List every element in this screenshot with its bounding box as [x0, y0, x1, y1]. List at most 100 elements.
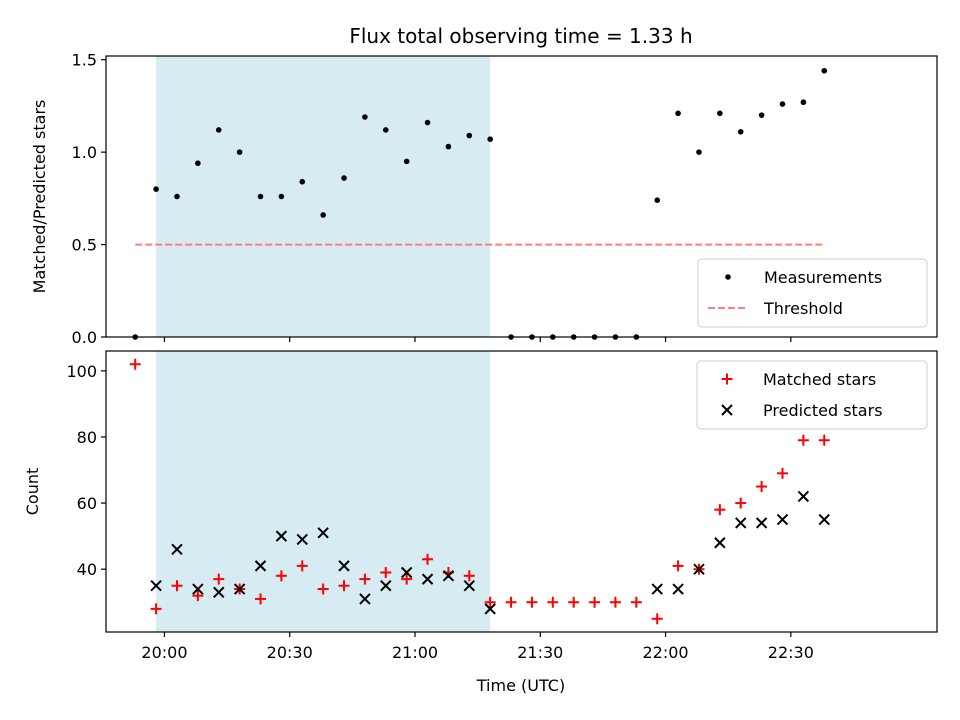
matched-star-point: [275, 570, 287, 582]
measurement-point: [758, 112, 765, 118]
predicted-star-point: [192, 583, 204, 595]
x-stroke-b: [818, 513, 830, 526]
predicted-star-point: [254, 560, 267, 572]
matched-star-point: [171, 580, 183, 592]
y-tick-label: 0.0: [72, 328, 97, 347]
matched-star-point: [547, 596, 559, 608]
predicted-star-point: [797, 490, 810, 503]
measurement-point: [320, 212, 326, 218]
legend-label: Predicted stars: [763, 401, 883, 420]
y-axis-label: Matched/Predicted stars: [30, 100, 49, 294]
measurement-point: [445, 143, 452, 150]
measurement-point: [278, 193, 285, 200]
x-stroke-b: [672, 583, 684, 595]
x-stroke-b: [735, 517, 747, 529]
matched-star-point: [359, 573, 371, 585]
measurement-point: [341, 175, 347, 181]
x-stroke-b: [192, 583, 204, 595]
predicted-star-point: [755, 517, 768, 529]
x-tick-label: 20:30: [267, 643, 313, 662]
predicted-star-point: [463, 580, 476, 592]
matched-star-point: [776, 467, 788, 479]
x-stroke-b: [776, 513, 789, 526]
matched-star-point: [714, 504, 726, 516]
legend-label: Measurements: [764, 268, 882, 287]
legend-box: [697, 258, 928, 328]
plot-frame: [105, 55, 938, 338]
predicted-star-point: [275, 530, 288, 542]
measurement-point: [675, 110, 681, 117]
measurement-point: [800, 99, 807, 106]
top-panel: 0.0 0.5 1.0 1.5 Matched/Predicted stars Measu…: [30, 51, 938, 347]
legend-box: [696, 360, 928, 430]
x-tick-label: 21:00: [392, 643, 438, 662]
measurement-point: [174, 193, 180, 200]
predicted-star-point: [818, 513, 830, 526]
x-stroke-b: [233, 583, 246, 595]
x-tick-label: 22:00: [643, 643, 689, 662]
shaded-span: [156, 56, 491, 337]
matched-star-point: [756, 481, 768, 493]
matched-star-point: [630, 596, 642, 608]
x-stroke-b: [693, 563, 705, 575]
matched-star-point: [568, 596, 580, 608]
matched-star-point: [672, 560, 684, 572]
legend-marker-measurements: [725, 274, 731, 280]
y-tick-label: 1.5: [72, 51, 97, 70]
x-stroke-b: [400, 566, 413, 579]
x-stroke-b: [275, 530, 288, 542]
measurement-point: [403, 158, 410, 165]
x-stroke-b: [721, 404, 733, 416]
x-stroke-b: [317, 527, 329, 539]
x-stroke-b: [797, 490, 810, 503]
predicted-star-point: [150, 580, 162, 592]
measurement-point: [215, 127, 222, 133]
legend-label: Threshold: [763, 299, 843, 318]
matched-star-point: [505, 596, 517, 608]
measurement-point: [257, 193, 264, 200]
x-stroke-b: [254, 560, 267, 572]
matched-star-point: [401, 573, 413, 585]
measurement-point: [362, 114, 368, 120]
matched-star-point: [651, 613, 663, 625]
bottom-panel: 40 60 80 100 20:00 20:30 21:00 21:30 22:00 22:30 C…: [23, 350, 938, 662]
x-tick-label: 22:30: [768, 643, 814, 662]
predicted-star-point: [400, 566, 413, 579]
measurement-point: [466, 132, 473, 139]
matched-star-point: [255, 593, 267, 605]
measurement-point: [153, 186, 159, 192]
x-stroke-b: [651, 583, 663, 595]
x-stroke-b: [714, 537, 726, 549]
y-tick-label: 60: [77, 494, 97, 513]
matched-star-point: [818, 434, 830, 446]
matched-star-point: [463, 570, 475, 582]
matched-star-point: [380, 566, 392, 578]
matched-star-point: [526, 596, 538, 608]
x-stroke-b: [380, 580, 392, 592]
x-stroke-b: [296, 533, 308, 546]
x-stroke-b: [171, 543, 183, 556]
legend-label: Matched stars: [763, 370, 876, 389]
predicted-star-point: [484, 603, 496, 615]
measurement-point: [717, 110, 723, 117]
predicted-star-point: [171, 543, 183, 556]
predicted-star-point: [359, 593, 371, 605]
matched-star-point: [589, 596, 601, 608]
matched-star-point: [192, 590, 204, 602]
y-tick-label: 100: [66, 362, 97, 381]
x-tick-label: 20:00: [141, 643, 187, 662]
predicted-star-point: [672, 583, 684, 595]
matched-star-point: [609, 596, 621, 608]
predicted-star-point: [338, 560, 350, 572]
x-stroke-b: [484, 603, 496, 615]
matched-star-point: [484, 596, 496, 608]
legend-marker-matched: [721, 373, 733, 385]
x-stroke-b: [421, 573, 434, 585]
y-tick-label: 80: [77, 428, 97, 447]
matched-star-point: [213, 573, 225, 585]
predicted-star-point: [442, 570, 455, 582]
measurement-point: [737, 128, 744, 135]
matched-star-point: [150, 603, 162, 615]
matched-star-point: [338, 580, 350, 592]
x-stroke-b: [755, 517, 768, 529]
